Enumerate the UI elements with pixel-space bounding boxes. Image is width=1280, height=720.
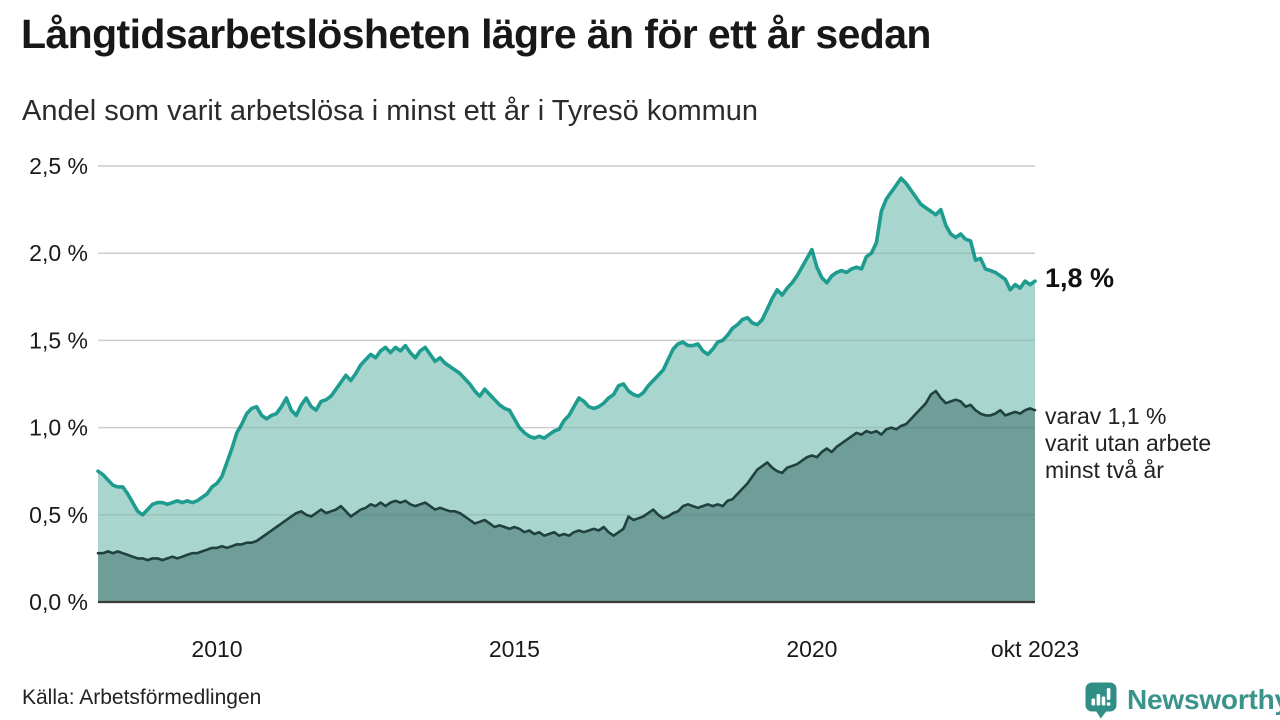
two-year-annotation: varav 1,1 % varit utan arbete minst två … — [1045, 403, 1211, 484]
latest-value-label: 1,8 % — [1045, 263, 1115, 293]
y-axis-tick-label: 0,5 % — [29, 502, 88, 528]
y-axis-tick-label: 0,0 % — [29, 589, 88, 615]
source-note: Källa: Arbetsförmedlingen — [22, 686, 262, 709]
x-axis-tick-label: 2015 — [489, 636, 540, 662]
chart-subtitle: Andel som varit arbetslösa i minst ett å… — [22, 95, 759, 127]
y-axis-tick-label: 1,0 % — [29, 415, 88, 441]
area-series-2 — [98, 391, 1035, 602]
two-year-annotation-line-3: minst två år — [1045, 457, 1164, 483]
newsworthy-logo[interactable]: Newsworthy — [1085, 681, 1280, 719]
y-axis-tick-label: 2,0 % — [29, 240, 88, 266]
newsworthy-wordmark: Newsworthy — [1127, 684, 1280, 715]
x-axis-tick-label: okt 2023 — [991, 636, 1079, 662]
line-series-1 — [96, 176, 1037, 517]
line-series-2 — [96, 389, 1037, 562]
two-year-annotation-line-1: varav 1,1 % — [1045, 403, 1167, 429]
y-axis-tick-label: 1,5 % — [29, 327, 88, 353]
two-year-annotation-line-2: varit utan arbete — [1045, 430, 1212, 456]
newsworthy-icon — [1085, 682, 1117, 718]
y-axis-tick-label: 2,5 % — [29, 153, 88, 179]
chart-title: Långtidsarbetslösheten lägre än för ett … — [21, 11, 931, 57]
x-axis-tick-label: 2020 — [786, 636, 837, 662]
x-axis-tick-label: 2010 — [191, 636, 242, 662]
